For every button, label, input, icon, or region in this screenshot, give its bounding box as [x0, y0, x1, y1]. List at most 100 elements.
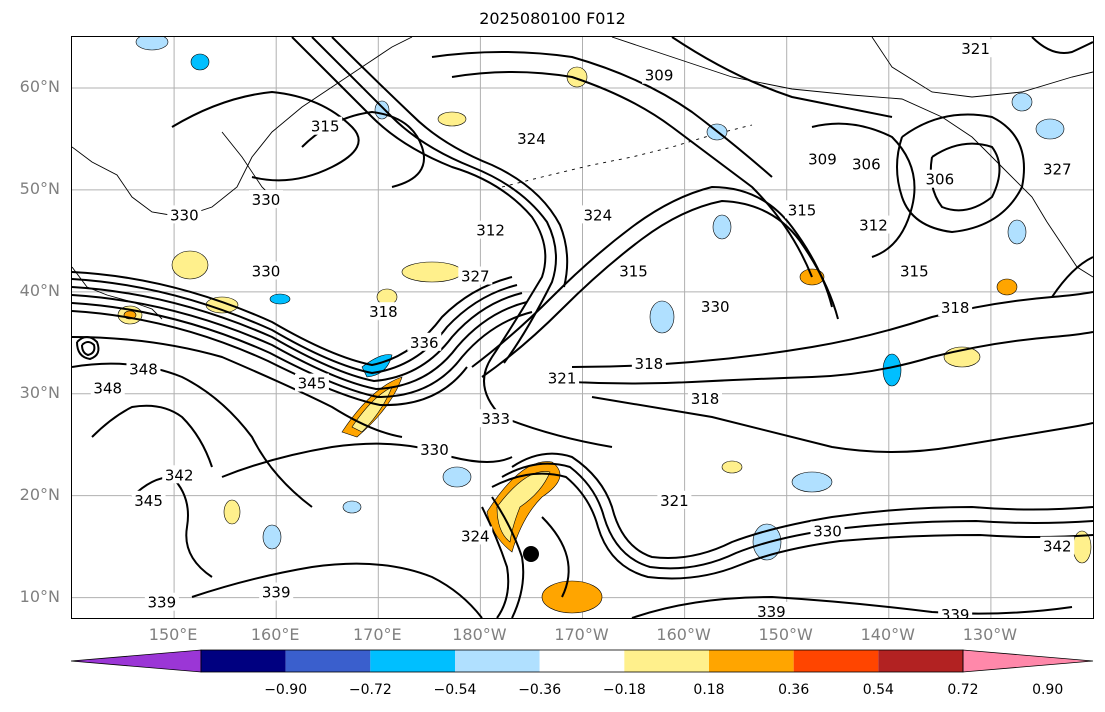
- colorbar-outline: [200, 649, 964, 673]
- map-panel[interactable]: 321 309 315 324 309 306 306 327 330 330 315 312 324 3…: [71, 36, 1094, 619]
- contour-label-bg: [248, 261, 283, 280]
- lon-label: 160°W: [656, 625, 711, 644]
- contour-label-bg: [631, 354, 666, 373]
- colorbar-box: [878, 650, 963, 672]
- contour-label: 345: [298, 375, 327, 393]
- patch-negative: [190, 53, 210, 71]
- contour-label: 336: [410, 334, 439, 352]
- lon-label: 180°W: [452, 625, 507, 644]
- patch-positive: [437, 111, 467, 127]
- contour-label-bg: [897, 261, 932, 280]
- colorbar-tick: −0.54: [433, 682, 477, 698]
- colorbar-tick: −0.36: [518, 682, 562, 698]
- lat-label: 50°N: [19, 178, 60, 198]
- contour-label: 330: [170, 206, 199, 224]
- contour-label: 333: [481, 410, 510, 428]
- contour-label-bg: [514, 128, 549, 147]
- contour-label-bg: [478, 409, 513, 428]
- contour-label: 315: [900, 262, 929, 280]
- contour-label: 327: [1043, 161, 1072, 179]
- contour-label: 318: [635, 355, 664, 373]
- patch-positive: [223, 499, 241, 525]
- contour-label-bg: [938, 298, 973, 317]
- colorbar-tick: −0.18: [602, 682, 646, 698]
- contour-line: [72, 362, 313, 508]
- contour-line: [571, 291, 1093, 368]
- contour-labels: 321 309 315 324 309 306 306 327 330 330 315 312 324 3…: [90, 39, 1075, 618]
- map-title: 2025080100 F012: [479, 9, 626, 28]
- contour-line: [631, 595, 1073, 618]
- contour-label: 321: [548, 369, 577, 387]
- contour-label: 324: [461, 527, 490, 545]
- contour-label: 339: [757, 603, 786, 618]
- contour-line: [1031, 37, 1093, 54]
- contour-label: 318: [369, 303, 398, 321]
- colorbar-tick: 0.72: [947, 682, 979, 698]
- lon-label: 150°W: [758, 625, 813, 644]
- contour-label-bg: [688, 388, 723, 407]
- contour-label-bg: [938, 604, 973, 618]
- coastline-alaska: [611, 37, 1048, 223]
- contour-line: [591, 396, 1093, 453]
- colorbar-box: [370, 650, 455, 672]
- contour-line: [221, 442, 513, 478]
- contour-label-bg: [144, 592, 179, 611]
- lat-label: 40°N: [19, 280, 60, 300]
- contour-label-bg: [698, 297, 733, 316]
- contour-label-bg: [642, 65, 677, 84]
- contour-line: [72, 302, 533, 399]
- lat-label: 30°N: [19, 382, 60, 402]
- patch-negative: [269, 293, 291, 305]
- coastline-japan: [72, 266, 163, 320]
- contour-line: [481, 506, 510, 618]
- patch-negative: [1007, 219, 1027, 245]
- contour-label: 342: [165, 466, 194, 484]
- contour-label: 339: [148, 594, 177, 612]
- contour-label-bg: [131, 490, 166, 509]
- contour-label-bg: [90, 378, 125, 397]
- contour-line: [1051, 256, 1093, 298]
- contour-label-bg: [856, 215, 891, 234]
- contour-label: 321: [961, 40, 990, 58]
- contour-label: 324: [583, 206, 612, 224]
- lon-label: 140°W: [860, 625, 915, 644]
- patch-negative: [374, 100, 390, 120]
- colorbar-tick: 0.36: [778, 682, 810, 698]
- patch-negative: [442, 466, 472, 488]
- contour-line: [331, 37, 569, 288]
- contour-line: [501, 462, 1093, 570]
- contour-label: 306: [852, 155, 881, 173]
- contour-label-bg: [958, 39, 993, 58]
- contour-label: 330: [420, 441, 449, 459]
- contour-label-bg: [308, 116, 343, 135]
- contour-label: 330: [701, 298, 730, 316]
- contour-line: [131, 475, 213, 578]
- contour-line: [191, 562, 483, 618]
- contour-label-bg: [473, 220, 508, 239]
- contour-label-bg: [162, 465, 197, 484]
- contour-label-bg: [248, 190, 283, 209]
- colorbar-extend-high: [962, 649, 1094, 673]
- contour-line: [471, 185, 833, 368]
- coastline-canada: [1046, 221, 1093, 278]
- contour-label: 312: [476, 222, 505, 240]
- contour-label-bg: [294, 373, 329, 392]
- patch-negative: [649, 300, 675, 334]
- contour-line: [91, 404, 213, 468]
- contour-label-bg: [458, 526, 493, 545]
- contour-label-bg: [259, 582, 294, 601]
- contour-line: [491, 496, 525, 618]
- contour-line: [929, 142, 1001, 212]
- colorbar-extend-low: [71, 649, 202, 673]
- contour-line: [511, 452, 1093, 559]
- contour-label-bg: [754, 601, 789, 618]
- contour-label: 330: [252, 191, 281, 209]
- lat-label: 10°N: [19, 586, 60, 606]
- lon-label: 170°E: [352, 625, 402, 644]
- contour-label: 315: [619, 262, 648, 280]
- colorbar-tick: 0.90: [1032, 682, 1064, 698]
- contour-line: [81, 341, 96, 357]
- contour-line: [72, 278, 518, 375]
- contour-label: 339: [262, 584, 291, 602]
- patch-negative: [135, 37, 169, 51]
